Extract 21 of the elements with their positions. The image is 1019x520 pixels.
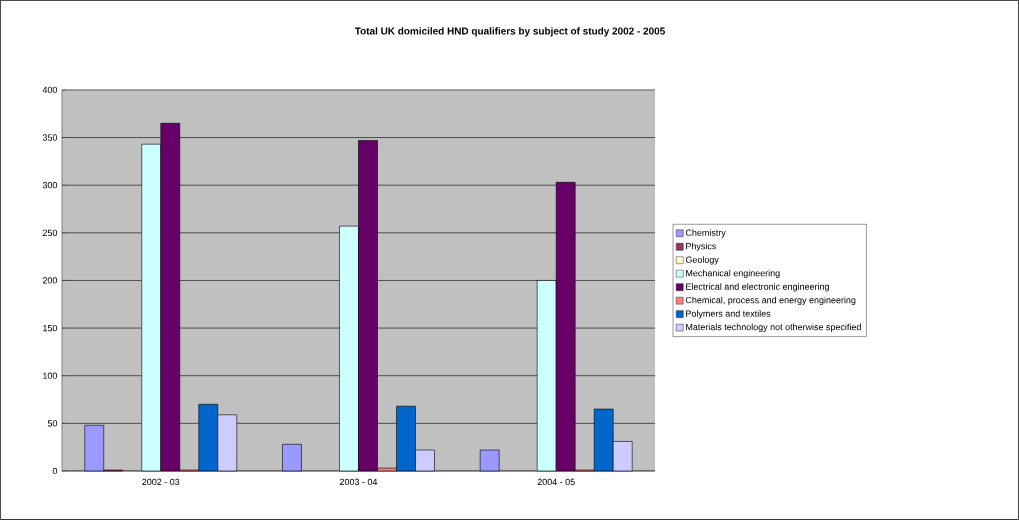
x-tick-label: 2002 - 03 xyxy=(142,478,180,486)
legend-label: Mechanical engineering xyxy=(686,269,780,279)
legend-label: Physics xyxy=(686,242,716,252)
y-tick-label: 200 xyxy=(42,277,58,284)
legend-label: Electrical and electronic engineering xyxy=(686,283,829,292)
y-tick-label: 150 xyxy=(43,324,58,332)
legend-label: Chemical, process and energy engineering xyxy=(685,296,856,306)
legend-label: Chemistry xyxy=(685,229,726,238)
y-tick-label: 0 xyxy=(52,467,58,475)
x-tick-label: 2003 - 04 xyxy=(339,478,378,486)
y-tick-label: 300 xyxy=(42,182,58,189)
y-tick-label: 50 xyxy=(47,420,58,427)
y-tick-label: 250 xyxy=(42,229,58,237)
y-tick-label: 350 xyxy=(42,134,58,141)
legend-label: Materials technology not otherwise specified xyxy=(686,323,861,333)
chart-title: Total UK domiciled HND qualifiers by subject of study 2002 - 2005 xyxy=(354,27,665,37)
y-tick-label: 100 xyxy=(43,372,58,379)
x-tick-label: 2004 - 05 xyxy=(537,478,575,486)
legend-label: Polymers and textiles xyxy=(686,310,771,319)
legend-label: Geology xyxy=(685,256,719,265)
y-tick-label: 400 xyxy=(42,86,58,94)
